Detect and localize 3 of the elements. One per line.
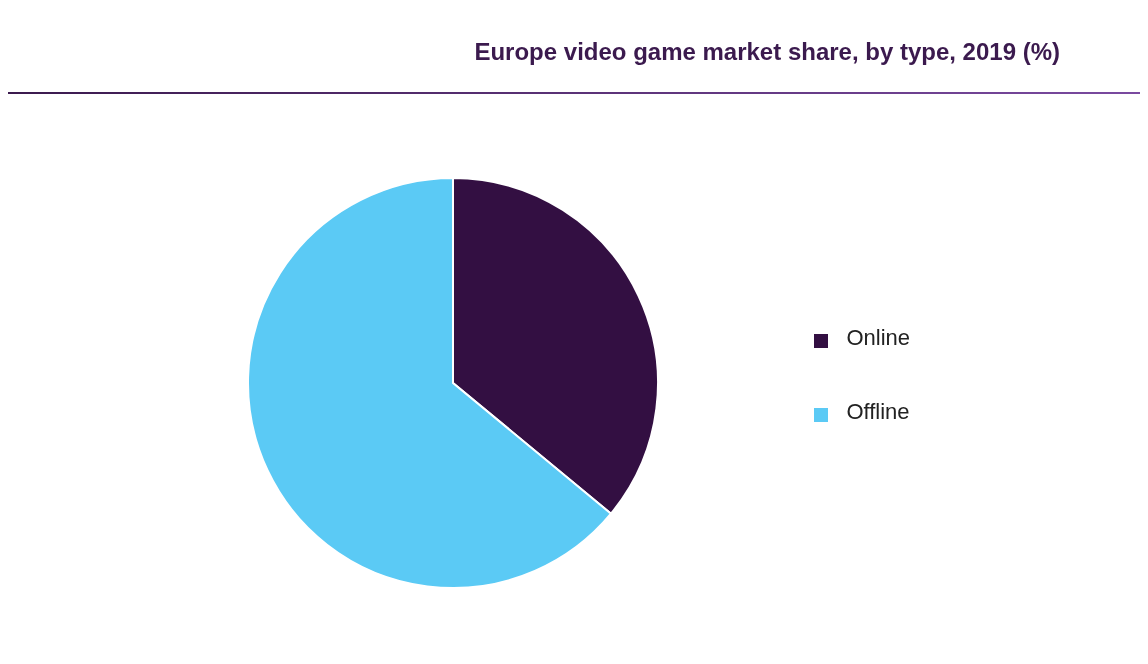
- chart-title: Europe video game market share, by type, 2019 (%): [474, 38, 1060, 66]
- legend-label: Offline: [846, 399, 910, 424]
- legend-label: Online: [846, 325, 910, 350]
